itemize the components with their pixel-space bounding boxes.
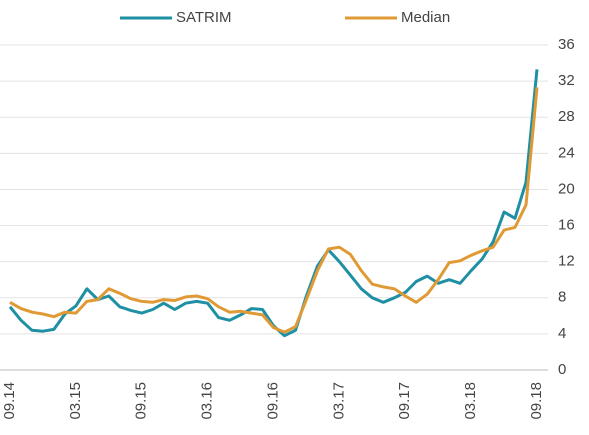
x-tick-label: 09.18 [528, 382, 545, 420]
x-tick-label: 03.18 [462, 382, 479, 420]
y-tick-label: 0 [558, 361, 566, 378]
y-tick-label: 12 [558, 253, 575, 270]
x-tick-label: 09.14 [1, 382, 18, 420]
x-tick-label: 09.17 [396, 382, 413, 420]
legend-label: SATRIM [176, 9, 232, 26]
x-tick-label: 03.15 [67, 382, 84, 420]
x-tick-label: 09.16 [264, 382, 281, 420]
x-tick-label: 03.17 [330, 382, 347, 420]
legend-label: Median [401, 9, 450, 26]
y-tick-label: 4 [558, 325, 566, 342]
series-line [9, 87, 539, 334]
y-tick-label: 8 [558, 289, 566, 306]
x-tick-label: 03.16 [199, 382, 216, 420]
y-tick-label: 28 [558, 108, 575, 125]
series-line [8, 69, 539, 338]
y-tick-label: 20 [558, 180, 575, 197]
x-tick-label: 09.15 [133, 382, 150, 420]
y-tick-label: 24 [558, 144, 575, 161]
y-tick-label: 36 [558, 36, 575, 53]
y-tick-label: 32 [558, 72, 575, 89]
y-tick-label: 16 [558, 217, 575, 234]
